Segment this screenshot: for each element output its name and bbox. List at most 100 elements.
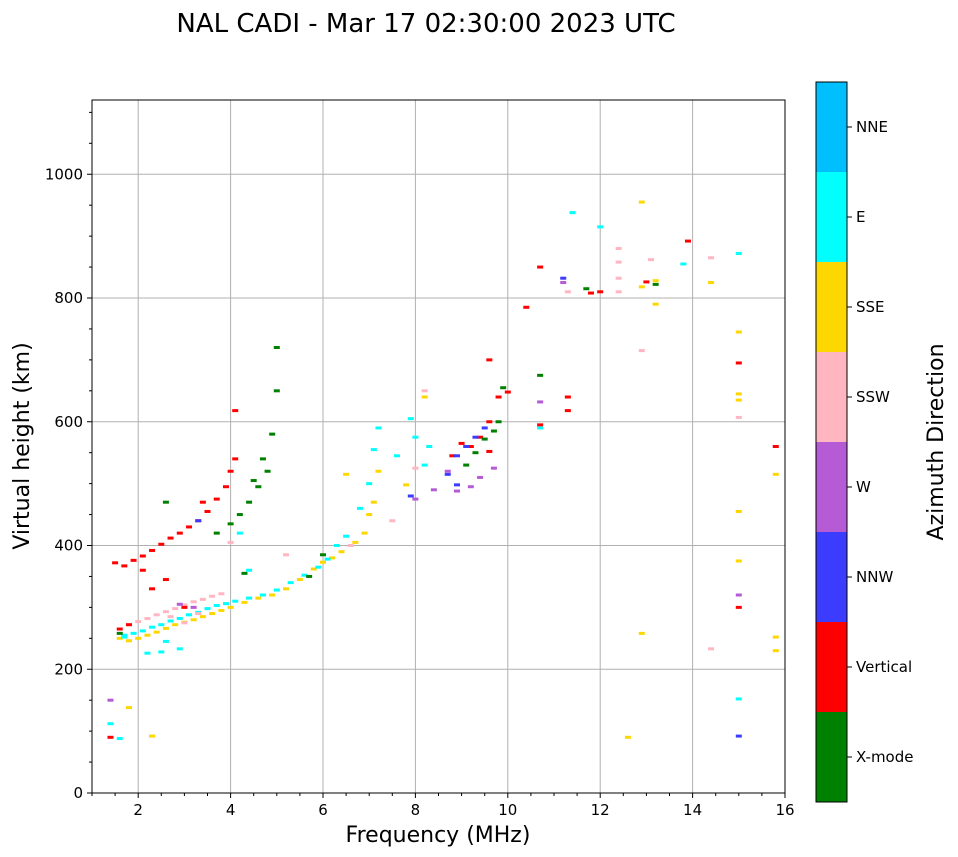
echo-point <box>504 390 511 394</box>
echo-point <box>199 597 206 601</box>
echo-point <box>735 398 742 402</box>
echo-point <box>153 630 160 634</box>
echo-point <box>176 602 183 606</box>
echo-point <box>144 633 151 637</box>
echo-point <box>269 432 276 436</box>
echo-point <box>259 593 266 597</box>
echo-point <box>537 373 544 377</box>
echo-point <box>259 457 266 461</box>
echo-point <box>130 631 137 635</box>
echo-point <box>209 612 216 616</box>
echo-point <box>218 608 225 612</box>
echo-point <box>643 280 650 284</box>
echo-point <box>564 409 571 413</box>
echo-point <box>149 587 156 591</box>
colorbar-tick-label: Vertical <box>856 658 912 676</box>
echo-point <box>500 386 507 390</box>
echo-point <box>269 593 276 597</box>
data-points <box>107 200 779 741</box>
echo-point <box>139 629 146 633</box>
echo-point <box>324 557 331 561</box>
echo-point <box>477 475 484 479</box>
echo-point <box>195 519 202 523</box>
echo-point <box>181 603 188 607</box>
y-tick-label: 1000 <box>45 165 83 183</box>
echo-point <box>320 560 326 564</box>
echo-point <box>481 426 488 430</box>
colorbar-tick-label: NNE <box>856 118 888 136</box>
echo-point <box>412 435 419 439</box>
echo-point <box>190 618 197 622</box>
colorbar-segment <box>816 172 847 262</box>
y-tick-label: 600 <box>54 413 83 431</box>
echo-point <box>213 604 220 608</box>
echo-point <box>472 451 479 455</box>
echo-point <box>356 506 363 510</box>
colorbar-frame <box>815 81 848 803</box>
echo-point <box>153 613 160 617</box>
echo-point <box>167 536 174 540</box>
echo-point <box>407 494 414 498</box>
echo-point <box>241 600 248 604</box>
echo-point <box>172 607 179 611</box>
echo-point <box>181 621 188 625</box>
echo-point <box>495 395 502 399</box>
echo-point <box>772 635 779 639</box>
echo-point <box>218 592 225 596</box>
echo-point <box>232 409 239 413</box>
echo-point <box>176 617 183 621</box>
echo-point <box>204 607 211 611</box>
echo-point <box>615 276 622 280</box>
echo-point <box>735 361 742 365</box>
colorbar-segment <box>816 262 847 352</box>
echo-point <box>246 568 253 572</box>
echo-point <box>116 627 123 631</box>
echo-point <box>190 605 197 609</box>
echo-point <box>624 735 631 739</box>
chart-title: NAL CADI - Mar 17 02:30:00 2023 UTC <box>176 9 675 39</box>
echo-point <box>199 615 206 619</box>
echo-point <box>453 489 460 493</box>
plot-background <box>92 100 785 793</box>
echo-point <box>772 472 779 476</box>
echo-point <box>199 500 206 504</box>
echo-point <box>352 540 359 544</box>
echo-point <box>329 556 336 560</box>
echo-point <box>167 615 174 619</box>
echo-point <box>287 581 294 585</box>
colorbar-segment <box>816 712 847 802</box>
colorbar-label: Azimuth Direction <box>924 343 949 540</box>
echo-point <box>537 265 544 269</box>
echo-point <box>463 463 470 467</box>
echo-point <box>176 647 183 651</box>
echo-point <box>430 488 437 492</box>
echo-point <box>735 415 742 419</box>
echo-point <box>227 605 234 609</box>
echo-point <box>486 449 493 453</box>
x-axis-label: Frequency (MHz) <box>346 823 531 848</box>
echo-point <box>375 426 382 430</box>
colorbar: X-mode Vertical NNW W SSW SSE E NNE <box>815 81 913 803</box>
echo-point <box>490 466 497 470</box>
echo-point <box>158 542 165 546</box>
echo-point <box>232 457 239 461</box>
echo-point <box>135 620 142 624</box>
echo-point <box>139 554 146 558</box>
series-ssw <box>125 247 742 651</box>
colorbar-tick-label: E <box>856 208 865 226</box>
echo-point <box>125 623 132 627</box>
series-x-mode <box>116 282 659 635</box>
echo-point <box>236 531 243 535</box>
echo-point <box>186 613 193 617</box>
echo-point <box>204 509 211 513</box>
echo-point <box>370 500 377 504</box>
echo-point <box>638 349 645 353</box>
echo-point <box>190 600 197 604</box>
colorbar-tick-label: SSW <box>856 388 890 406</box>
x-tick-label: 2 <box>133 801 143 819</box>
echo-point <box>144 651 151 655</box>
y-axis-ticks: 0 200 400 600 800 1000 <box>45 111 92 802</box>
echo-point <box>213 497 220 501</box>
echo-point <box>486 420 493 424</box>
